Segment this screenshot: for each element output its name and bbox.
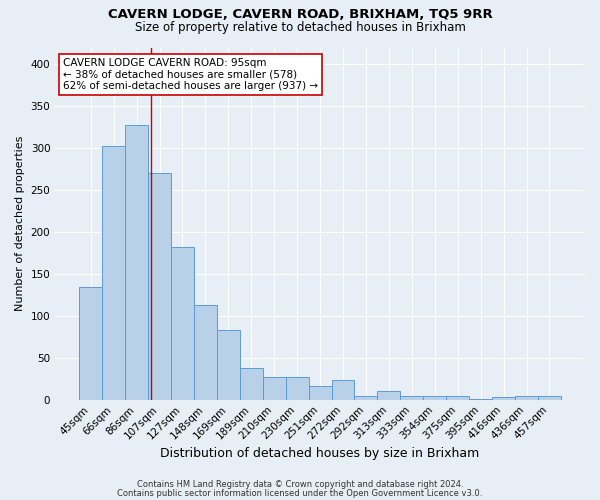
Bar — [240, 368, 263, 400]
Bar — [492, 397, 515, 400]
Bar — [538, 396, 561, 400]
Bar — [469, 399, 492, 400]
Text: Contains HM Land Registry data © Crown copyright and database right 2024.: Contains HM Land Registry data © Crown c… — [137, 480, 463, 489]
Text: CAVERN LODGE CAVERN ROAD: 95sqm
← 38% of detached houses are smaller (578)
62% o: CAVERN LODGE CAVERN ROAD: 95sqm ← 38% of… — [63, 58, 318, 92]
Bar — [263, 377, 286, 400]
Bar — [423, 396, 446, 400]
Bar — [515, 396, 538, 400]
Bar — [148, 174, 171, 400]
X-axis label: Distribution of detached houses by size in Brixham: Distribution of detached houses by size … — [160, 447, 480, 460]
Bar — [400, 396, 423, 400]
Text: Contains public sector information licensed under the Open Government Licence v3: Contains public sector information licen… — [118, 489, 482, 498]
Bar — [332, 380, 355, 400]
Bar — [79, 288, 102, 400]
Bar — [355, 396, 377, 400]
Bar — [171, 247, 194, 400]
Bar — [446, 396, 469, 400]
Bar — [377, 390, 400, 400]
Bar — [286, 377, 308, 400]
Y-axis label: Number of detached properties: Number of detached properties — [15, 136, 25, 312]
Text: Size of property relative to detached houses in Brixham: Size of property relative to detached ho… — [134, 21, 466, 34]
Bar — [217, 330, 240, 400]
Bar — [308, 386, 332, 400]
Bar — [125, 124, 148, 400]
Bar — [194, 305, 217, 400]
Text: CAVERN LODGE, CAVERN ROAD, BRIXHAM, TQ5 9RR: CAVERN LODGE, CAVERN ROAD, BRIXHAM, TQ5 … — [107, 8, 493, 20]
Bar — [102, 146, 125, 400]
